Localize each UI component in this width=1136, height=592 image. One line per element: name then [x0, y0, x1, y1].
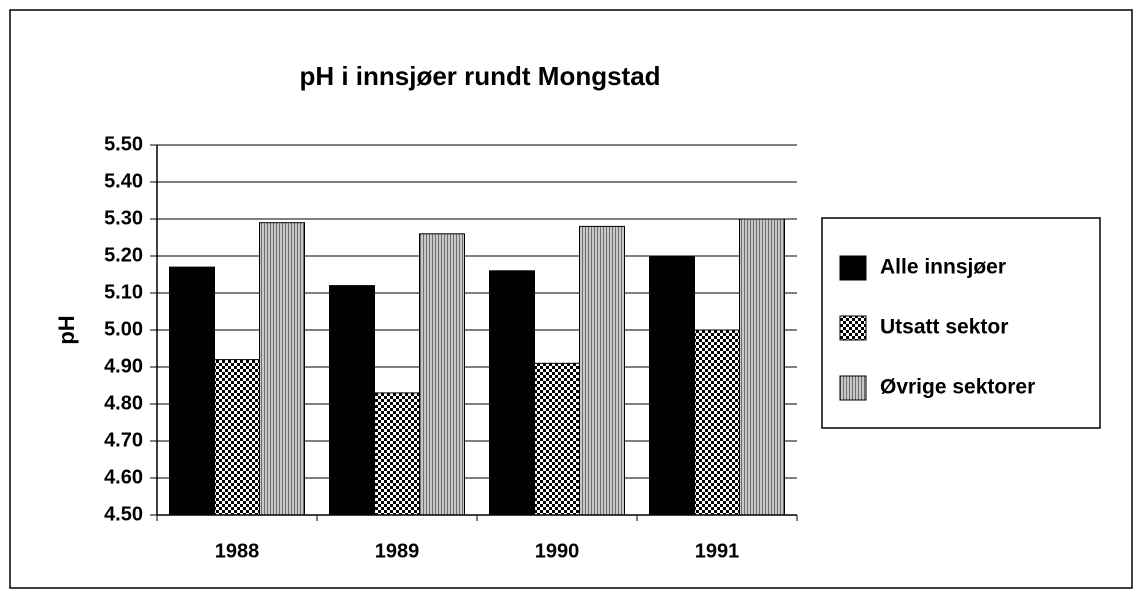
- y-tick-label: 5.20: [104, 244, 143, 266]
- bar: [169, 266, 215, 516]
- bar: [739, 218, 785, 516]
- y-tick-label: 4.90: [104, 355, 143, 377]
- bar: [534, 362, 580, 516]
- y-tick-label: 4.60: [104, 466, 143, 488]
- y-tick-label: 5.00: [104, 318, 143, 340]
- frame: [9, 9, 1133, 589]
- y-tick-label: 4.50: [104, 503, 143, 525]
- y-tick-label: 5.40: [104, 170, 143, 192]
- legend-label: Utsatt sektor: [880, 316, 1008, 339]
- y-tick-label: 5.10: [104, 281, 143, 303]
- y-tick-label: 4.70: [104, 429, 143, 451]
- chart-title: pH i innsjøer rundt Mongstad: [299, 61, 660, 91]
- legend-swatch: [839, 375, 867, 401]
- y-axis-label: pH: [54, 315, 79, 344]
- x-tick-label: 1990: [535, 540, 580, 562]
- legend: [821, 217, 1101, 429]
- legend-label: Alle innsjøer: [880, 256, 1006, 279]
- bar: [329, 285, 375, 516]
- x-tick-label: 1989: [375, 540, 420, 562]
- x-tick-label: 1991: [695, 540, 740, 562]
- y-tick-label: 5.30: [104, 207, 143, 229]
- legend-swatch: [839, 315, 867, 341]
- bar: [694, 329, 740, 516]
- x-tick-label: 1988: [215, 540, 260, 562]
- bar: [579, 225, 625, 516]
- bar: [374, 392, 420, 516]
- bar: [489, 270, 535, 516]
- y-tick-label: 4.80: [104, 392, 143, 414]
- legend-label: Øvrige sektorer: [880, 376, 1035, 399]
- legend-swatch: [839, 255, 867, 281]
- y-tick-label: 5.50: [104, 133, 143, 155]
- bar: [649, 255, 695, 516]
- bar: [214, 359, 260, 516]
- bar: [419, 233, 465, 516]
- bar: [259, 222, 305, 516]
